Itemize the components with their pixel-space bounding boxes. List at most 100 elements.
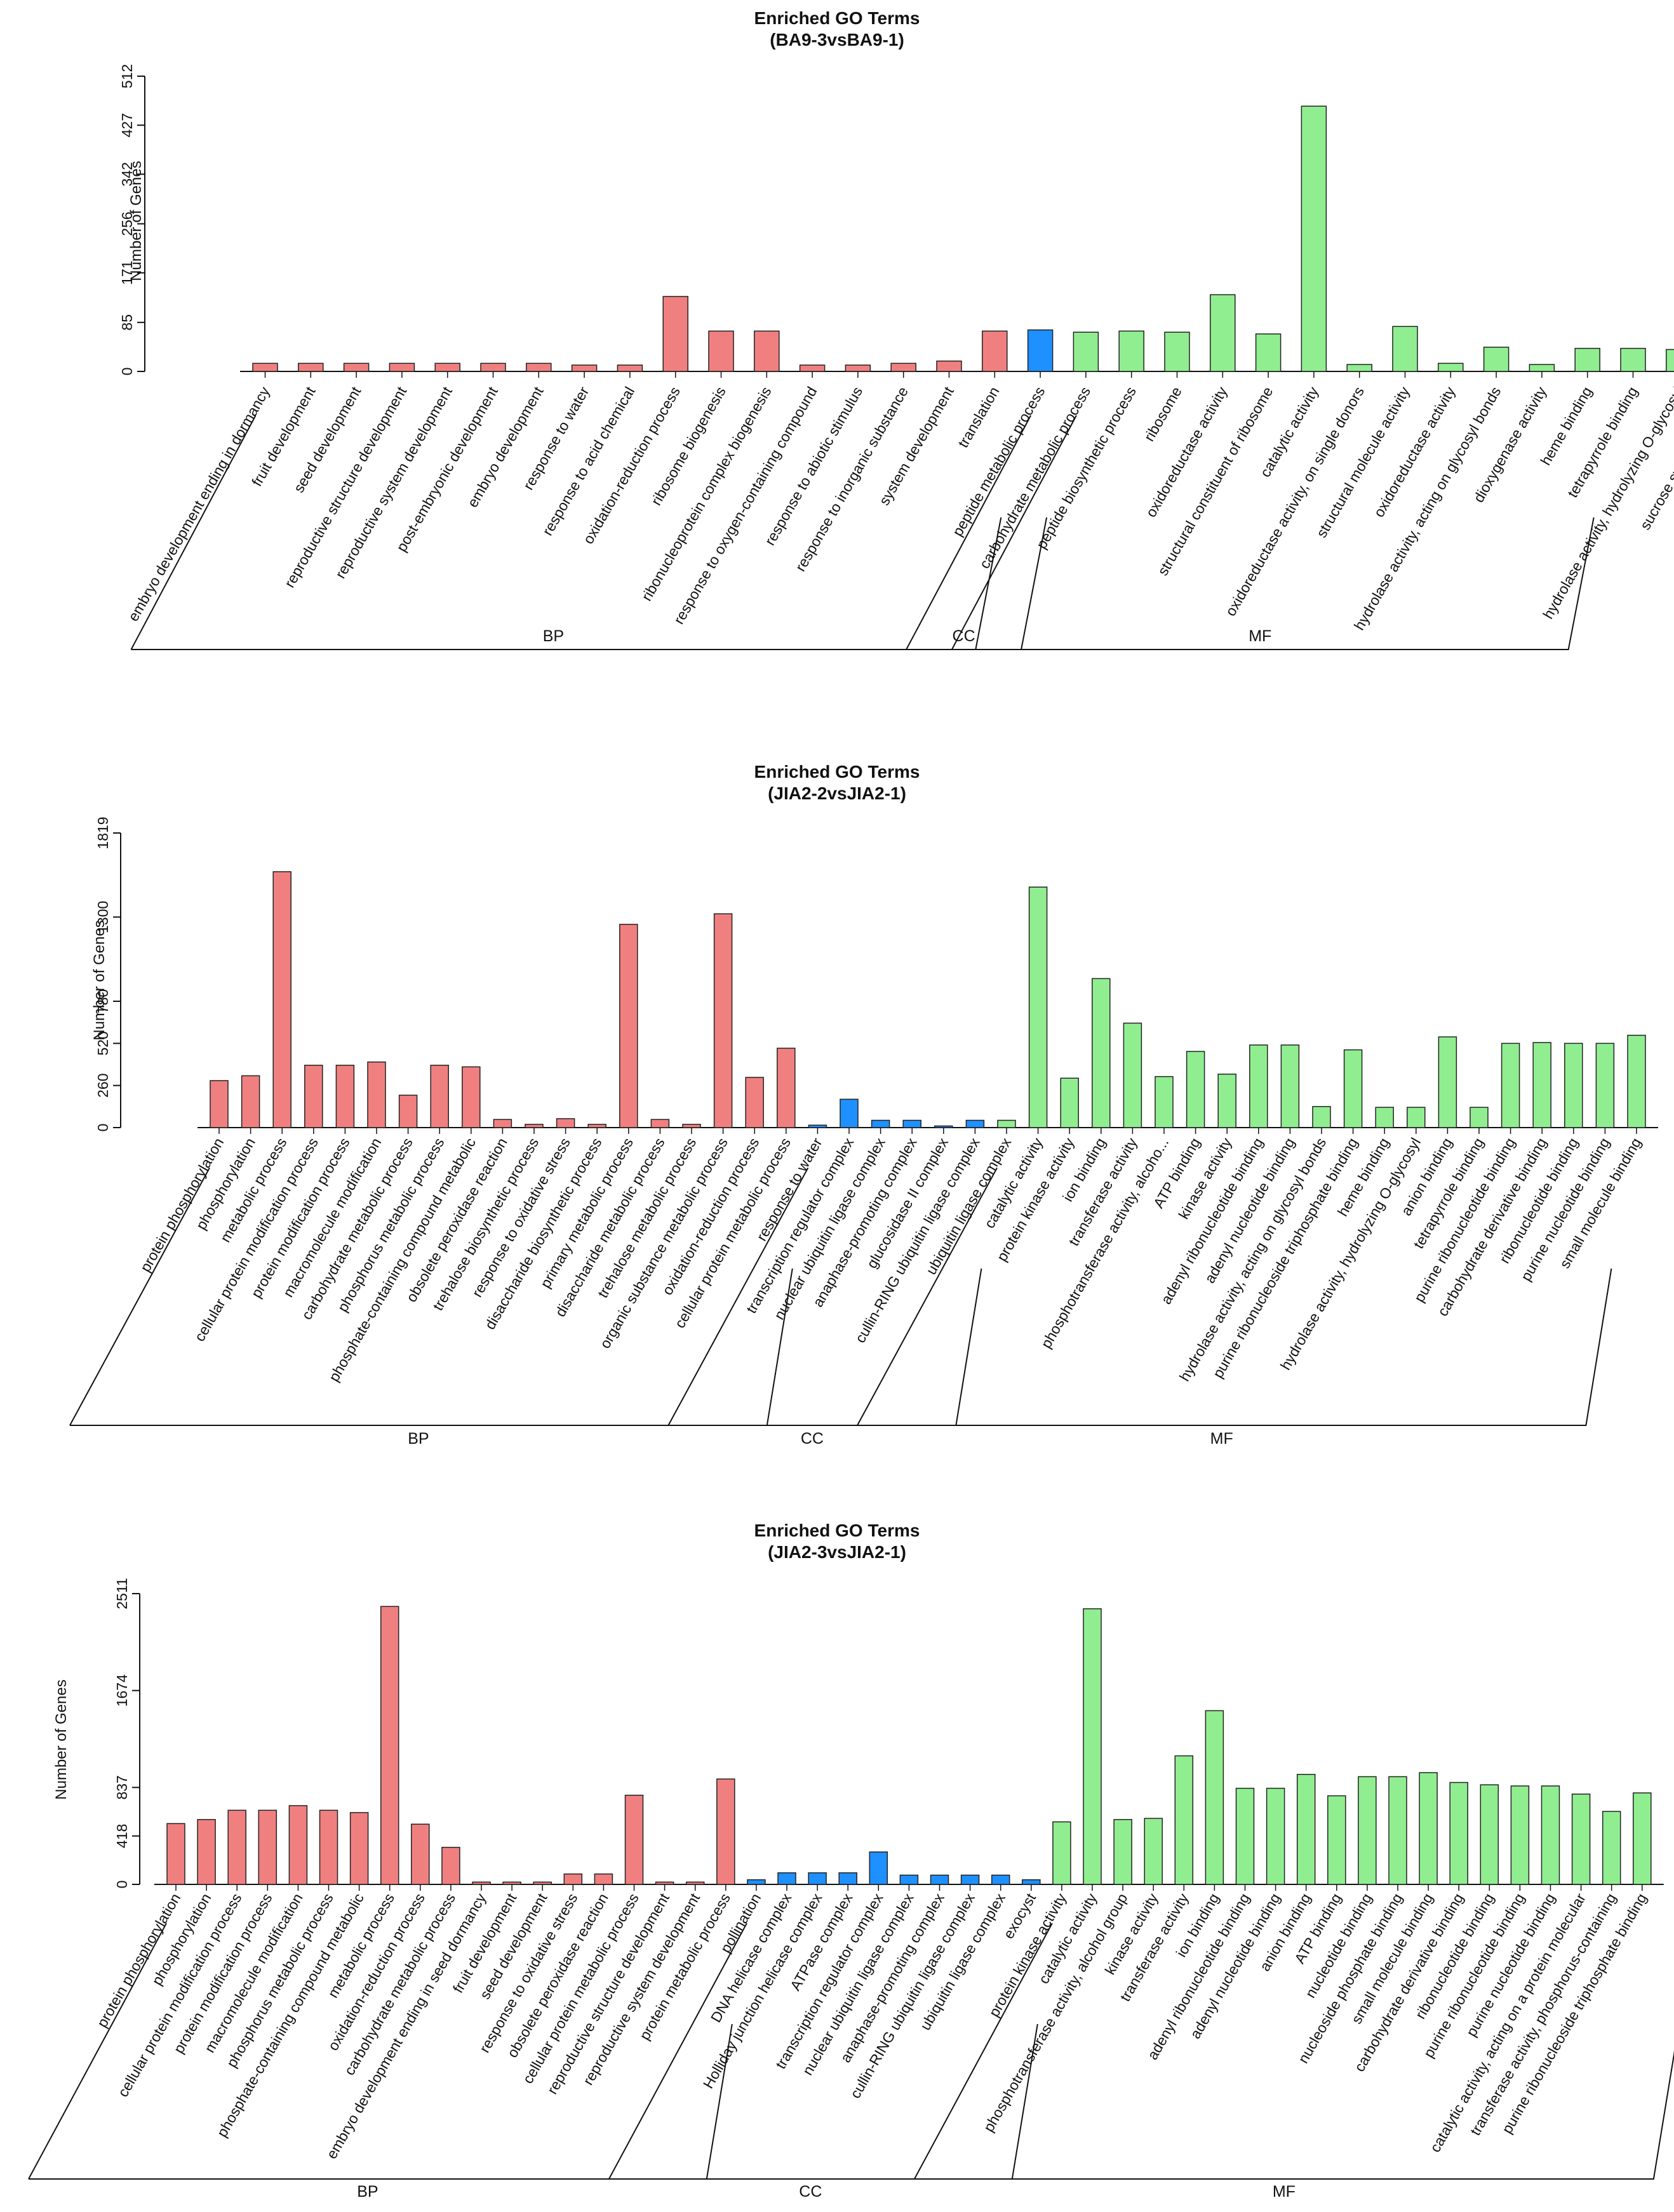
bar — [965, 1119, 985, 1128]
bar — [525, 1124, 544, 1128]
bar — [526, 363, 552, 372]
bar — [1210, 294, 1236, 372]
bar — [1470, 1107, 1489, 1128]
bar — [1510, 1785, 1530, 1885]
bar — [754, 330, 780, 372]
y-axis-label: Number of Genes — [128, 161, 145, 281]
bar — [343, 363, 370, 372]
group-label: CC — [799, 2183, 822, 2201]
bar — [1144, 1818, 1163, 1885]
bar — [1627, 1034, 1646, 1128]
bar — [1235, 1787, 1255, 1885]
bar — [272, 871, 291, 1128]
bar — [319, 1809, 338, 1885]
bar — [1022, 1879, 1041, 1885]
bar — [1205, 1710, 1224, 1885]
bar — [472, 1881, 491, 1885]
bar — [430, 1065, 449, 1128]
bar — [556, 1118, 575, 1128]
bar — [1155, 1076, 1174, 1128]
bar — [1564, 1043, 1583, 1128]
bar — [1480, 1784, 1499, 1885]
bar — [288, 1805, 308, 1885]
chart-subtitle: (JIA2-2vsJIA2-1) — [768, 783, 906, 803]
bar — [1529, 364, 1555, 372]
bar — [1060, 1077, 1079, 1128]
group-label: MF — [1210, 1430, 1233, 1448]
bar — [1449, 1782, 1468, 1885]
category-label: response to acid chemical — [539, 384, 638, 538]
bar — [533, 1881, 552, 1885]
bar — [838, 1872, 857, 1885]
y-tick-label: 0 — [95, 1124, 111, 1132]
group-label: BP — [357, 2183, 378, 2201]
bar — [840, 1098, 859, 1128]
y-tick-label: 1300 — [95, 901, 111, 933]
bar — [1388, 1776, 1407, 1885]
bar — [1123, 1022, 1142, 1128]
bar — [1483, 347, 1510, 372]
bar — [1052, 1821, 1071, 1885]
y-tick-label: 1819 — [95, 816, 111, 849]
bar — [808, 1124, 827, 1128]
bar — [1255, 333, 1282, 372]
y-tick-label: 171 — [119, 261, 135, 285]
bar — [890, 363, 916, 372]
bar — [1532, 1042, 1551, 1128]
bar — [745, 1077, 764, 1128]
bar — [258, 1809, 278, 1885]
bar — [398, 1095, 418, 1128]
y-tick-label: 0 — [114, 1881, 130, 1889]
group-label: BP — [408, 1430, 429, 1448]
category-label: oxidoreductase activity — [1370, 383, 1459, 520]
bar — [1407, 1107, 1426, 1128]
bar — [335, 1065, 355, 1128]
bar — [166, 1823, 185, 1885]
y-axis-label: Number of Genes — [53, 1679, 70, 1799]
bar — [298, 363, 324, 372]
bar — [1174, 1755, 1194, 1885]
bar — [1392, 326, 1418, 372]
bar — [1375, 1107, 1394, 1128]
bar — [1541, 1785, 1560, 1885]
bar — [1438, 1036, 1457, 1128]
bar — [708, 330, 734, 372]
bar — [1073, 331, 1099, 372]
bar — [1358, 1776, 1377, 1885]
bar — [899, 1874, 919, 1885]
bar — [991, 1874, 1010, 1885]
y-tick-label: 0 — [119, 368, 135, 376]
y-tick-label: 2511 — [114, 1578, 130, 1609]
bar — [1028, 886, 1048, 1128]
y-tick-label: 780 — [95, 989, 111, 1013]
bar — [747, 1879, 766, 1885]
chart-title: Enriched GO Terms — [754, 8, 920, 28]
bar — [571, 364, 598, 372]
bar — [1249, 1044, 1268, 1128]
category-label: oxidoreductase activity — [1142, 383, 1231, 520]
bar — [777, 1048, 796, 1128]
bar — [617, 364, 643, 372]
bar — [1186, 1051, 1205, 1128]
bar — [493, 1119, 512, 1128]
y-tick-label: 418 — [114, 1824, 130, 1848]
bar — [799, 364, 826, 372]
bar — [304, 1065, 323, 1128]
bar — [594, 1873, 613, 1885]
bar — [227, 1809, 246, 1885]
y-tick-label: 427 — [119, 113, 135, 137]
chart-subtitle: (BA9-3vsBA9-1) — [770, 30, 904, 50]
bar — [777, 1872, 796, 1885]
bar — [349, 1812, 369, 1885]
chart-panel-2: Enriched GO Terms(JIA2-2vsJIA2-1) Number … — [69, 762, 1658, 1448]
bar — [411, 1823, 430, 1885]
group-label: MF — [1249, 627, 1271, 645]
bar — [380, 1606, 399, 1885]
y-tick-label: 520 — [95, 1031, 111, 1055]
bar — [1301, 105, 1327, 372]
bar — [480, 363, 506, 372]
bar — [1280, 1044, 1300, 1128]
bar — [713, 913, 733, 1128]
bar — [1666, 349, 1674, 372]
bar — [869, 1851, 888, 1885]
